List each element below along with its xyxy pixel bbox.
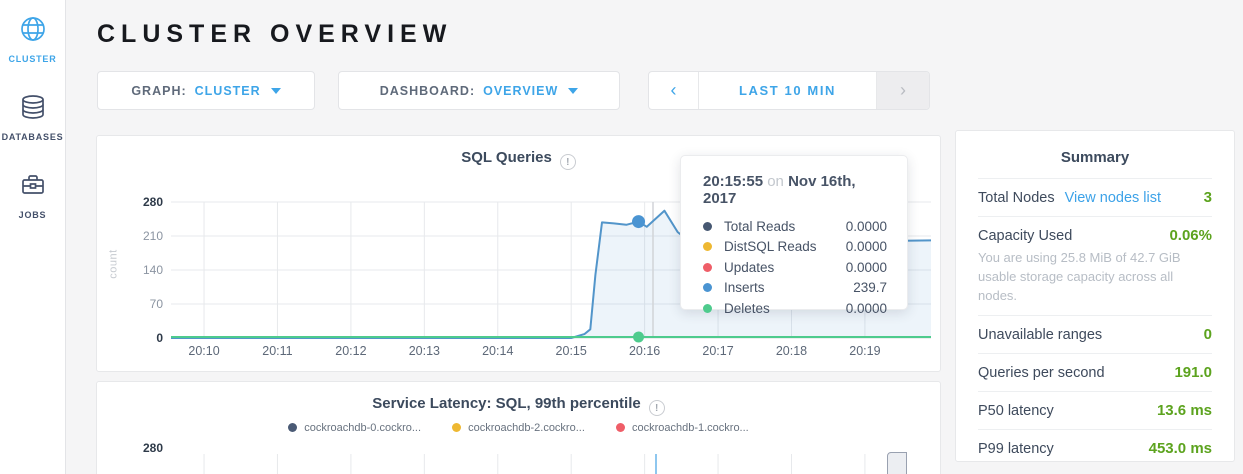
tooltip-row-deletes: Deletes 0.0000 bbox=[703, 298, 887, 319]
service-latency-plot[interactable]: 280 bbox=[97, 382, 942, 474]
chart-title-row: SQL Queries! bbox=[97, 136, 940, 170]
series-dot bbox=[288, 423, 298, 432]
tooltip-row-distsql-reads: DistSQL Reads 0.0000 bbox=[703, 237, 887, 258]
chart-title: Service Latency: SQL, 99th percentile bbox=[372, 395, 641, 412]
svg-text:140: 140 bbox=[143, 263, 163, 277]
tooltip-row-total-reads: Total Reads 0.0000 bbox=[703, 216, 887, 237]
legend-item[interactable]: cockroachdb-1.cockro... bbox=[615, 422, 749, 434]
chevron-down-icon bbox=[568, 87, 579, 94]
time-next-button[interactable]: › bbox=[877, 72, 929, 109]
svg-text:20:16: 20:16 bbox=[629, 344, 660, 358]
time-prev-button[interactable]: ‹ bbox=[649, 72, 698, 109]
svg-text:20:11: 20:11 bbox=[262, 344, 292, 358]
summary-title: Summary bbox=[1060, 149, 1130, 166]
svg-text:20:15: 20:15 bbox=[556, 344, 587, 358]
svg-text:210: 210 bbox=[143, 229, 163, 243]
sidebar-item-cluster[interactable]: CLUSTER bbox=[0, 14, 65, 78]
chart-title: SQL Queries bbox=[461, 149, 552, 166]
unavailable-ranges-value: 0 bbox=[1203, 326, 1212, 343]
info-icon[interactable]: ! bbox=[648, 400, 665, 416]
capacity-description: You are using 25.8 MiB of 42.7 GiB usabl… bbox=[978, 250, 1181, 303]
summary-row-unavailable-ranges: Unavailable ranges 0 bbox=[978, 315, 1212, 353]
p99-value: 453.0 ms bbox=[1148, 440, 1212, 457]
p50-value: 13.6 ms bbox=[1156, 402, 1212, 419]
series-dot bbox=[703, 242, 712, 252]
svg-text:20:12: 20:12 bbox=[335, 344, 366, 358]
total-nodes-value: 3 bbox=[1203, 189, 1212, 206]
chart2-tooltip-stub bbox=[887, 452, 907, 474]
svg-text:280: 280 bbox=[143, 441, 163, 455]
graph-dropdown-value: CLUSTER bbox=[194, 83, 261, 98]
service-latency-chart-card: 280 Service Latency: SQL, 99th percentil… bbox=[96, 381, 941, 474]
legend-item[interactable]: cockroachdb-2.cockro... bbox=[452, 422, 585, 434]
tooltip-timestamp: 20:15:55 on Nov 16th, 2017 bbox=[703, 173, 856, 207]
series-dot bbox=[703, 283, 712, 293]
tooltip-row-updates: Updates 0.0000 bbox=[703, 257, 887, 278]
graph-dropdown[interactable]: GRAPH: CLUSTER bbox=[97, 71, 315, 110]
series-dot bbox=[703, 303, 712, 313]
summary-row-capacity: Capacity Used 0.06% You are using 25.8 M… bbox=[978, 216, 1212, 315]
dashboard-dropdown-value: OVERVIEW bbox=[483, 83, 559, 98]
graph-dropdown-label: GRAPH: bbox=[131, 83, 187, 98]
time-range-value[interactable]: LAST 10 MIN bbox=[698, 72, 877, 109]
sidebar: CLUSTER DATABASES JOBS bbox=[0, 0, 66, 474]
svg-text:20:17: 20:17 bbox=[702, 344, 733, 358]
capacity-value: 0.06% bbox=[1169, 227, 1212, 244]
info-icon[interactable]: ! bbox=[559, 154, 576, 170]
sidebar-item-label: JOBS bbox=[18, 210, 47, 220]
chevron-left-icon: ‹ bbox=[670, 80, 677, 100]
series-dot bbox=[703, 221, 712, 231]
legend-item[interactable]: cockroachdb-0.cockro... bbox=[288, 422, 421, 434]
svg-text:20:19: 20:19 bbox=[849, 344, 880, 358]
sidebar-item-databases[interactable]: DATABASES bbox=[0, 92, 65, 156]
globe-icon bbox=[20, 17, 45, 41]
chevron-down-icon bbox=[270, 87, 281, 94]
tooltip-row-inserts: Inserts 239.7 bbox=[703, 278, 887, 299]
summary-row-p99: P99 latency 453.0 ms bbox=[978, 429, 1212, 461]
summary-panel: Summary Total Nodes View nodes list 3 Ca… bbox=[955, 130, 1235, 462]
sidebar-item-label: DATABASES bbox=[1, 132, 64, 142]
time-range-selector: ‹ LAST 10 MIN › bbox=[648, 71, 930, 110]
summary-row-qps: Queries per second 191.0 bbox=[978, 353, 1212, 391]
view-nodes-list-link[interactable]: View nodes list bbox=[1064, 190, 1162, 206]
summary-row-p50: P50 latency 13.6 ms bbox=[978, 391, 1212, 429]
sidebar-item-label: CLUSTER bbox=[8, 54, 57, 64]
series-dot bbox=[615, 423, 625, 432]
series-dot bbox=[452, 423, 462, 432]
summary-row-total-nodes: Total Nodes View nodes list 3 bbox=[978, 178, 1212, 216]
dashboard-dropdown-label: DASHBOARD: bbox=[379, 83, 476, 98]
series-dot bbox=[703, 262, 712, 272]
briefcase-icon bbox=[21, 175, 44, 194]
database-icon bbox=[21, 95, 44, 119]
svg-text:0: 0 bbox=[156, 331, 163, 345]
qps-value: 191.0 bbox=[1174, 364, 1212, 381]
chevron-right-icon: › bbox=[900, 80, 906, 100]
svg-text:20:14: 20:14 bbox=[482, 344, 513, 358]
svg-text:20:10: 20:10 bbox=[188, 344, 219, 358]
chart-hover-tooltip: 20:15:55 on Nov 16th, 2017 Total Reads 0… bbox=[680, 155, 908, 316]
sidebar-item-jobs[interactable]: JOBS bbox=[0, 170, 65, 234]
chart-title-row: Service Latency: SQL, 99th percentile! bbox=[97, 382, 940, 416]
svg-text:20:18: 20:18 bbox=[776, 344, 807, 358]
page-title: CLUSTER OVERVIEW bbox=[97, 20, 453, 48]
dashboard-dropdown[interactable]: DASHBOARD: OVERVIEW bbox=[338, 71, 620, 110]
svg-text:280: 280 bbox=[143, 195, 163, 209]
svg-text:70: 70 bbox=[150, 297, 164, 311]
svg-text:20:13: 20:13 bbox=[409, 344, 440, 358]
chart-legend: cockroachdb-0.cockro... cockroachdb-2.co… bbox=[97, 422, 940, 434]
